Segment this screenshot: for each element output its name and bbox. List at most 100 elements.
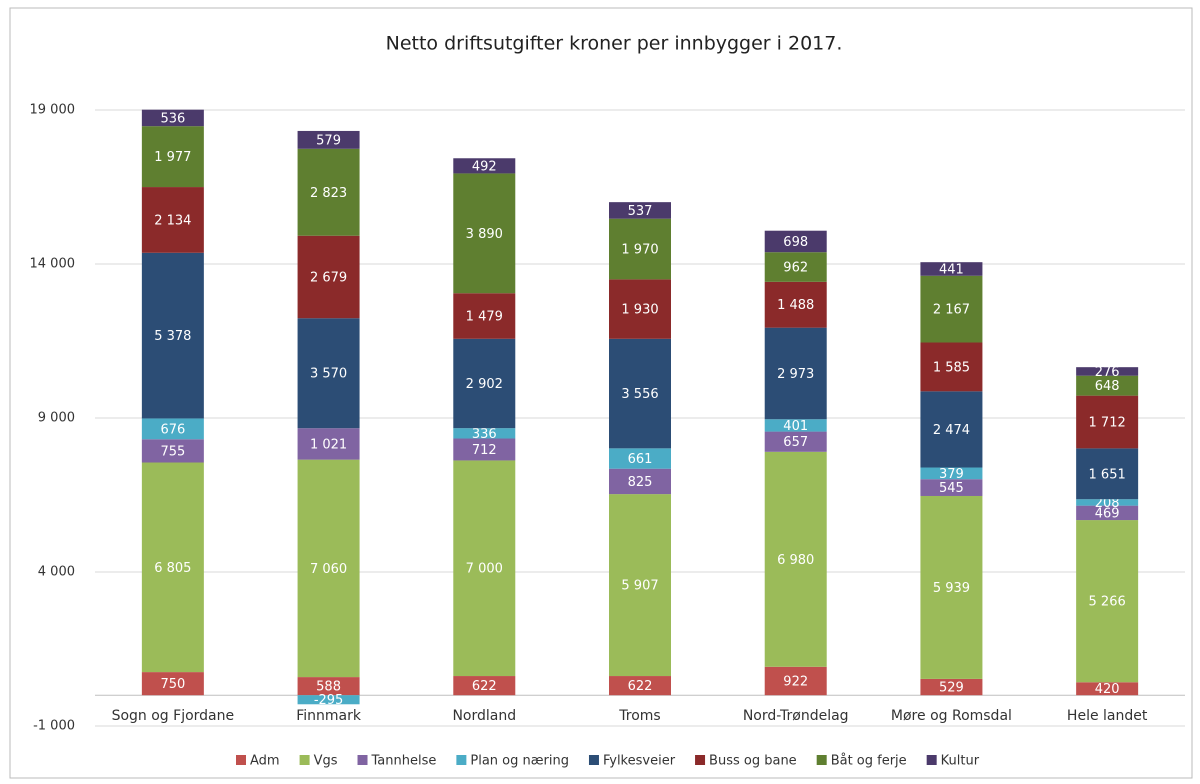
bar-segment <box>609 338 671 449</box>
legend-swatch <box>236 755 246 765</box>
data-label: 276 <box>1095 365 1120 380</box>
data-label: 208 <box>1095 496 1120 511</box>
bar-segment <box>764 666 827 696</box>
data-label: 622 <box>472 679 497 694</box>
data-label: 657 <box>783 435 808 450</box>
bar-segment <box>141 418 204 440</box>
data-label: 420 <box>1095 682 1120 697</box>
y-tick-label: 14 000 <box>30 257 76 272</box>
bar-segment <box>297 235 360 319</box>
data-label: 6 980 <box>777 553 814 568</box>
x-tick-label: Hele landet <box>1067 708 1148 724</box>
bar-segment <box>1076 395 1139 449</box>
data-label: 3 890 <box>466 227 503 242</box>
bar-segment <box>453 676 516 696</box>
legend-label: Buss og bane <box>709 754 797 769</box>
bar-segment <box>920 678 983 696</box>
bar-segment <box>1076 367 1139 376</box>
x-tick-label: Nordland <box>452 708 516 724</box>
data-label: 545 <box>939 481 964 496</box>
data-label: 2 823 <box>310 186 347 201</box>
bar-segment <box>920 467 983 480</box>
legend-label: Kultur <box>941 754 980 769</box>
data-label: 676 <box>160 422 185 437</box>
bar-segment <box>297 677 360 696</box>
data-label: 1 970 <box>621 243 658 258</box>
data-label: 2 902 <box>466 377 503 392</box>
bar-segment <box>920 391 983 468</box>
bar-segment <box>141 439 204 463</box>
data-label: 755 <box>160 444 185 459</box>
bar-segment <box>141 187 204 253</box>
data-label: 2 973 <box>777 367 814 382</box>
bar-segment <box>141 109 204 127</box>
legend-swatch <box>456 755 467 765</box>
bar-segment <box>920 275 983 343</box>
data-label: 1 712 <box>1089 416 1126 431</box>
legend-swatch <box>299 755 310 765</box>
data-label: 962 <box>783 261 808 276</box>
x-tick-label: Møre og Romsdal <box>891 708 1012 724</box>
data-label: 1 488 <box>777 298 814 313</box>
bar-segment <box>764 451 827 667</box>
legend-label: Båt og ferje <box>831 754 907 769</box>
data-label: 2 474 <box>933 423 970 438</box>
bar-segment <box>609 202 671 219</box>
bar-segment <box>453 158 516 174</box>
bar-segment <box>764 281 827 328</box>
bar-segment <box>920 495 983 679</box>
data-label: -295 <box>314 693 344 708</box>
bar-segment <box>453 338 516 429</box>
data-label: 750 <box>160 677 185 692</box>
data-label: 648 <box>1095 379 1120 394</box>
legend-label: Plan og næring <box>470 754 569 769</box>
data-label: 712 <box>472 443 497 458</box>
data-label: 588 <box>316 680 341 695</box>
legend-swatch <box>588 755 599 765</box>
data-label: 1 930 <box>621 303 658 318</box>
bar-segment <box>297 318 360 429</box>
data-label: 1 977 <box>154 150 191 165</box>
data-label: 2 679 <box>310 270 347 285</box>
bar-segment <box>764 252 827 282</box>
data-label: 3 570 <box>310 367 347 382</box>
x-tick-label: Nord-Trøndelag <box>743 708 849 724</box>
data-label: 2 134 <box>154 213 191 228</box>
bar-segment <box>609 676 671 696</box>
bar-segment <box>297 695 360 705</box>
data-label: 6 805 <box>154 561 191 576</box>
legend-swatch <box>695 755 706 765</box>
bar-segment <box>1076 448 1139 500</box>
bar-segment <box>453 293 516 339</box>
data-label: 441 <box>939 262 964 277</box>
data-label: 5 907 <box>621 579 658 594</box>
bar-segment <box>609 468 671 495</box>
data-label: 622 <box>628 679 653 694</box>
bar-segment <box>609 218 671 280</box>
bar-segment <box>1076 505 1139 521</box>
bar-segment <box>764 230 827 253</box>
bar-segment <box>920 262 983 276</box>
data-label: 7 060 <box>310 562 347 577</box>
data-label: 379 <box>939 467 964 482</box>
data-label: 3 556 <box>621 387 658 402</box>
data-label: 1 479 <box>466 310 503 325</box>
data-label: 492 <box>472 159 497 174</box>
data-label: 5 378 <box>154 329 191 344</box>
bar-segment <box>141 252 204 419</box>
bar-segment <box>141 672 204 696</box>
x-tick-label: Finnmark <box>296 708 362 724</box>
legend-swatch <box>816 755 827 765</box>
chart-title: Netto driftsutgifter kroner per innbygge… <box>386 33 843 55</box>
bar-segment <box>764 431 827 452</box>
data-label: 537 <box>628 204 653 219</box>
bar-segment <box>141 462 204 673</box>
data-label: 661 <box>628 452 653 467</box>
bar-segment <box>1076 682 1139 696</box>
y-tick-label: 4 000 <box>38 565 75 580</box>
chart-frame <box>9 7 1193 779</box>
data-label: 469 <box>1095 506 1120 521</box>
bar-segment <box>764 327 827 420</box>
bar-segment <box>297 148 360 236</box>
